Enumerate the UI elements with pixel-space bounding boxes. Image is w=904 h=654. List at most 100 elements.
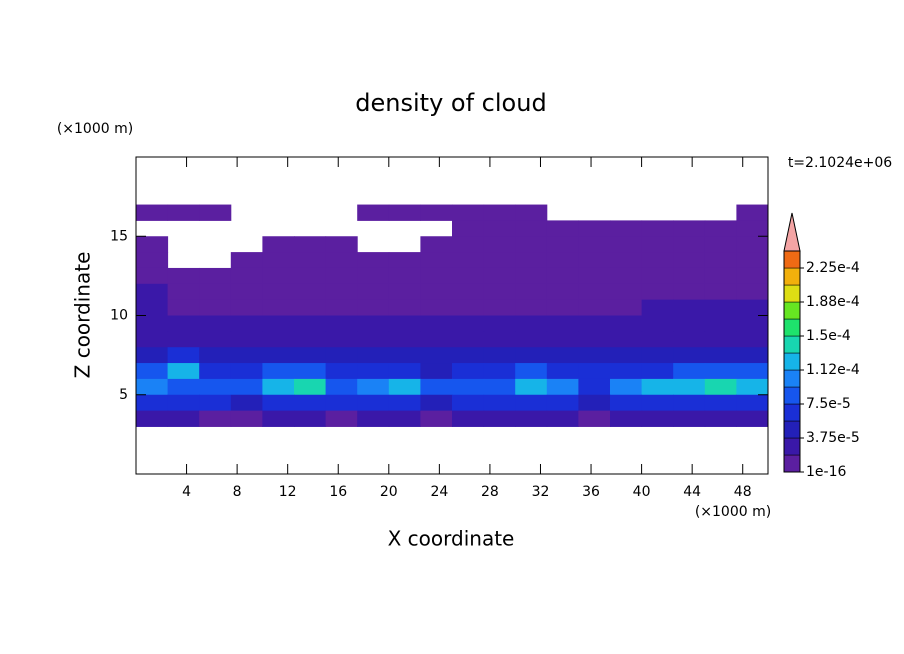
contour-cell	[673, 252, 706, 269]
contour-cell	[610, 378, 643, 396]
contour-cell	[167, 394, 200, 412]
contour-cell	[262, 410, 295, 427]
contour-cell	[546, 378, 579, 396]
contour-cell	[262, 252, 295, 269]
contour-cell	[294, 410, 327, 427]
contour-cell	[610, 267, 643, 285]
contour-cell	[610, 283, 643, 301]
contour-cell	[230, 363, 263, 380]
contour-cell	[452, 236, 485, 253]
contour-cell	[578, 252, 611, 269]
colorbar-frame	[783, 250, 801, 473]
contour-cell	[546, 315, 579, 332]
contour-cell	[388, 252, 421, 269]
contour-cell	[578, 347, 611, 364]
contour-cell	[136, 315, 169, 332]
x-tick-label: 24	[430, 484, 448, 500]
contour-cell	[452, 378, 485, 396]
contour-cell	[167, 331, 200, 348]
contour-cell	[199, 363, 232, 380]
contour-cell	[167, 315, 200, 332]
x-tick-label: 48	[734, 484, 752, 500]
contour-cell	[167, 347, 200, 364]
contour-cell	[388, 410, 421, 427]
contour-cell	[325, 299, 358, 316]
contour-cell	[294, 394, 327, 412]
contour-cell	[294, 378, 327, 396]
contour-cell	[357, 252, 390, 269]
contour-cell	[641, 252, 674, 269]
contour-cell	[136, 363, 169, 380]
contour-cell	[357, 315, 390, 332]
contour-cell	[736, 363, 769, 380]
contour-cell	[641, 315, 674, 332]
contour-cell	[578, 315, 611, 332]
contour-cell	[673, 299, 706, 316]
contour-cell	[199, 378, 232, 396]
contour-cell	[483, 315, 516, 332]
contour-cell	[388, 267, 421, 285]
contour-cell	[704, 236, 737, 253]
contour-cell	[546, 347, 579, 364]
contour-cell	[641, 394, 674, 412]
contour-cell	[483, 299, 516, 316]
contour-cell	[452, 410, 485, 427]
contour-cell	[167, 267, 200, 285]
contour-cell	[357, 347, 390, 364]
contour-cell	[199, 315, 232, 332]
contour-cell	[736, 299, 769, 316]
contour-cell	[262, 267, 295, 285]
contour-cell	[546, 220, 579, 237]
contour-cell	[136, 410, 169, 427]
contour-cell	[136, 204, 169, 221]
contour-cell	[262, 363, 295, 380]
contour-cell	[452, 347, 485, 364]
contour-cell	[167, 299, 200, 316]
contour-cell	[388, 315, 421, 332]
contour-cell	[483, 331, 516, 348]
contour-cell	[136, 283, 169, 301]
contour-cell	[230, 299, 263, 316]
contour-cell	[357, 267, 390, 285]
contour-cell	[388, 331, 421, 348]
contour-cell	[546, 410, 579, 427]
y-axis-title: Z coordinate	[71, 252, 95, 379]
contour-cell	[483, 347, 516, 364]
contour-cell	[230, 267, 263, 285]
contour-cell	[483, 378, 516, 396]
contour-cell	[673, 283, 706, 301]
contour-cell	[420, 363, 453, 380]
contour-cell	[704, 220, 737, 237]
contour-cell	[483, 394, 516, 412]
contour-cell	[136, 252, 169, 269]
colorbar-band	[783, 352, 801, 371]
contour-cell	[546, 394, 579, 412]
x-tick-label: 20	[380, 484, 398, 500]
contour-cell	[452, 252, 485, 269]
contour-cell	[704, 299, 737, 316]
contour-cell	[262, 378, 295, 396]
contour-cell	[452, 331, 485, 348]
colorbar-band	[783, 403, 801, 422]
contour-cell	[420, 252, 453, 269]
x-axis-title: X coordinate	[388, 527, 515, 551]
contour-cell	[357, 331, 390, 348]
colorbar-band	[783, 318, 801, 337]
contour-cell	[578, 363, 611, 380]
colorbar-tick-label: 1e-16	[806, 464, 846, 480]
contour-cell	[325, 252, 358, 269]
contour-cell	[704, 410, 737, 427]
contour-cell	[325, 236, 358, 253]
contour-cell	[515, 378, 548, 396]
contour-cell	[736, 394, 769, 412]
contour-cell	[294, 299, 327, 316]
contour-cell	[420, 347, 453, 364]
contour-cell	[736, 378, 769, 396]
contour-cell	[736, 236, 769, 253]
colorbar-band	[783, 420, 801, 439]
contour-cell	[578, 299, 611, 316]
contour-cell	[673, 363, 706, 380]
contour-cell	[357, 394, 390, 412]
contour-cell	[736, 347, 769, 364]
contour-cell	[610, 331, 643, 348]
